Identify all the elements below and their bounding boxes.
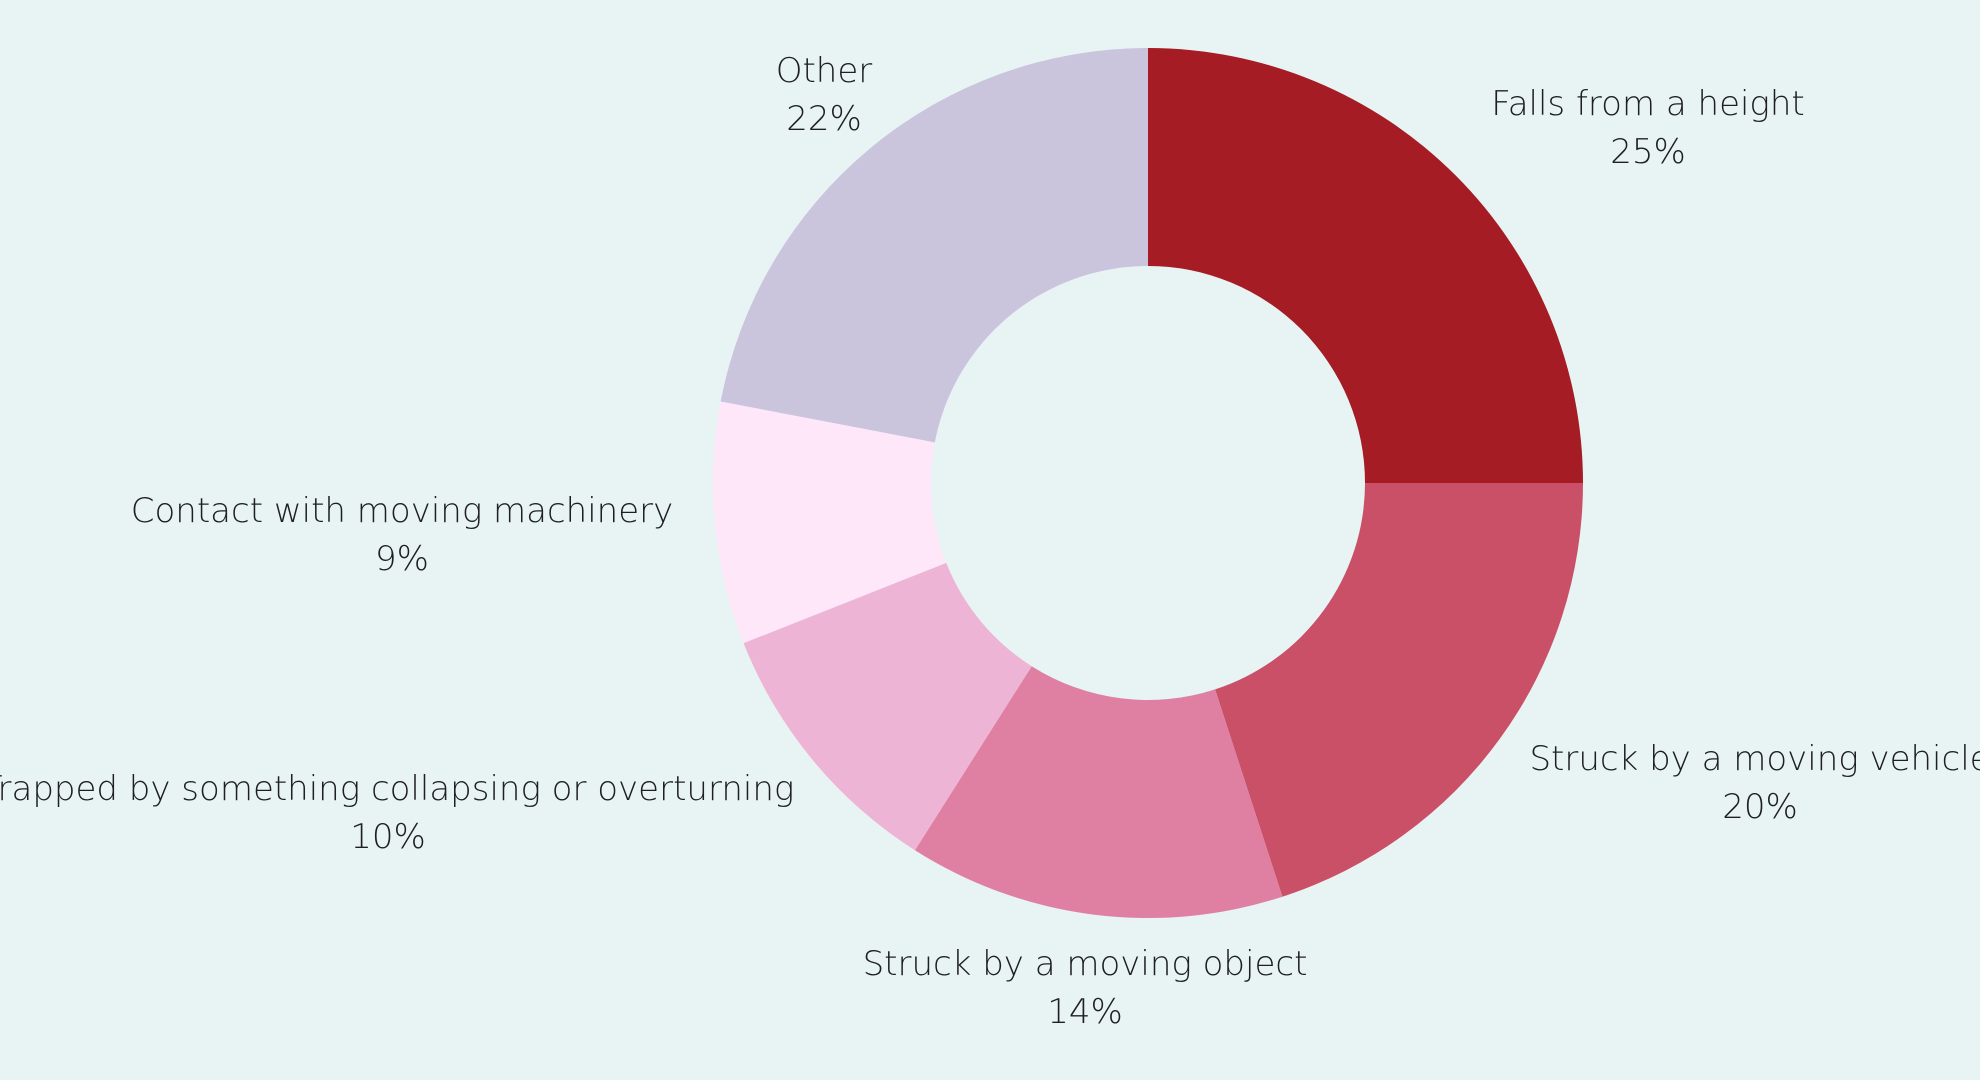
slice-label-other: Other	[776, 51, 873, 91]
slice-label-trapped-by-something-collapsing-or-overturning: Trapped by something collapsing or overt…	[0, 769, 794, 809]
slice-value-contact-with-moving-machinery: 9%	[375, 539, 429, 579]
slice-value-trapped-by-something-collapsing-or-overturning: 10%	[350, 817, 426, 857]
slice-trapped-by-something-collapsing-or-overturning	[743, 562, 1032, 851]
slice-other	[720, 48, 1148, 443]
slice-struck-by-a-moving-vehicle	[1215, 483, 1583, 897]
slice-label-struck-by-a-moving-object: Struck by a moving object	[863, 944, 1308, 984]
slice-struck-by-a-moving-object	[914, 666, 1283, 919]
labels-group: Falls from a height 25% Struck by a moving…	[0, 51, 1980, 1032]
slice-falls-from-a-height	[1148, 48, 1583, 483]
slice-label-contact-with-moving-machinery: Contact with moving machinery	[131, 491, 674, 531]
slice-label-falls-from-a-height: Falls from a height	[1491, 84, 1804, 124]
slice-value-other: 22%	[786, 99, 862, 139]
slice-value-falls-from-a-height: 25%	[1610, 132, 1686, 172]
slices-group	[713, 48, 1583, 919]
slice-value-struck-by-a-moving-vehicle: 20%	[1722, 787, 1798, 827]
slice-contact-with-moving-machinery	[713, 401, 947, 644]
slice-value-struck-by-a-moving-object: 14%	[1047, 992, 1123, 1032]
slice-label-struck-by-a-moving-vehicle: Struck by a moving vehicle	[1529, 739, 1980, 779]
